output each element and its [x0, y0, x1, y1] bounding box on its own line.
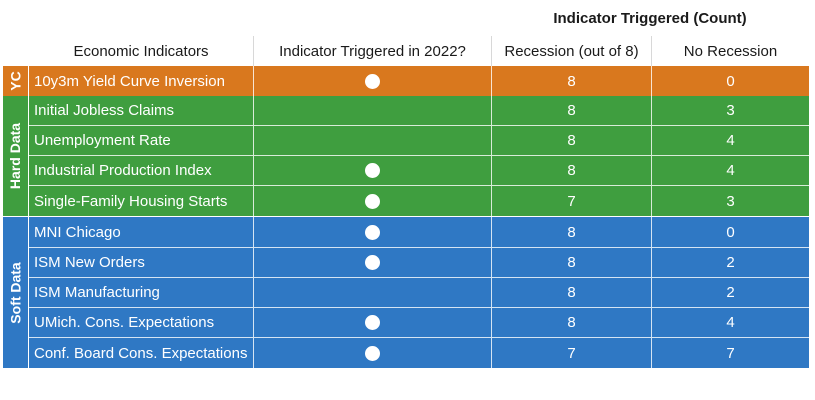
indicator-name: Unemployment Rate: [34, 132, 171, 149]
group-label-yc: YC: [3, 66, 28, 96]
indicator-triggered-count-header: Indicator Triggered (Count): [553, 9, 747, 27]
table-row: Initial Jobless Claims 8 3: [29, 96, 809, 126]
recession-count: 8: [491, 66, 651, 96]
recession-count: 8: [491, 96, 651, 125]
table-row: ISM Manufacturing 8 2: [29, 278, 809, 308]
recession-count: 8: [491, 278, 651, 307]
no-recession-count: 3: [651, 186, 809, 216]
no-recession-count: 0: [651, 66, 809, 96]
indicator-name: Initial Jobless Claims: [34, 102, 175, 119]
recession-count: 8: [491, 308, 651, 337]
triggered-cell: [253, 308, 491, 337]
triggered-cell: [253, 338, 491, 368]
triggered-dot-icon: [365, 345, 380, 361]
no-recession-count: 4: [651, 308, 809, 337]
col-header-recession: Recession (out of 8): [491, 36, 651, 66]
triggered-dot-icon: [365, 193, 380, 209]
indicator-name: MNI Chicago: [34, 223, 121, 241]
indicator-name: UMich. Cons. Expectations: [34, 314, 215, 331]
table-row: 10y3m Yield Curve Inversion 8 0: [29, 66, 809, 96]
triggered-dot-icon: [365, 255, 380, 270]
table-row: UMich. Cons. Expectations 8 4: [29, 308, 809, 338]
col-header-no-recession: No Recession: [651, 36, 809, 66]
no-recession-count: 4: [651, 126, 809, 155]
no-recession-count: 0: [651, 217, 809, 247]
triggered-dot-icon: [365, 315, 380, 330]
triggered-cell: [253, 66, 491, 96]
triggered-cell: [253, 126, 491, 155]
table-row: Single-Family Housing Starts 7 3: [29, 186, 809, 216]
no-recession-count: 2: [651, 248, 809, 277]
no-recession-count: 2: [651, 278, 809, 307]
recession-count: 8: [491, 156, 651, 185]
no-recession-count: 7: [651, 338, 809, 368]
group-label-soft-data: Soft Data: [3, 217, 28, 368]
triggered-cell: [253, 96, 491, 125]
triggered-cell: [253, 156, 491, 185]
recession-count: 8: [491, 248, 651, 277]
no-recession-count: 4: [651, 156, 809, 185]
no-recession-count: 3: [651, 96, 809, 125]
indicator-name: Single-Family Housing Starts: [34, 192, 228, 210]
recession-count: 8: [491, 126, 651, 155]
col-header-economic-indicators: Economic Indicators: [73, 42, 209, 60]
triggered-dot-icon: [365, 73, 380, 89]
indicator-name: 10y3m Yield Curve Inversion: [34, 72, 225, 90]
indicator-name: ISM Manufacturing: [34, 284, 160, 301]
triggered-cell: [253, 186, 491, 216]
recession-count: 8: [491, 217, 651, 247]
triggered-dot-icon: [365, 224, 380, 240]
indicator-name: ISM New Orders: [34, 254, 145, 271]
recession-count: 7: [491, 186, 651, 216]
triggered-cell: [253, 248, 491, 277]
group-label-hard-data: Hard Data: [3, 96, 28, 216]
table-row: Industrial Production Index 8 4: [29, 156, 809, 186]
triggered-cell: [253, 278, 491, 307]
col-header-triggered-2022: Indicator Triggered in 2022?: [253, 36, 491, 66]
table-row: MNI Chicago 8 0: [29, 217, 809, 248]
triggered-cell: [253, 217, 491, 247]
table-row: Unemployment Rate 8 4: [29, 126, 809, 156]
indicator-name: Conf. Board Cons. Expectations: [34, 344, 248, 362]
indicator-name: Industrial Production Index: [34, 162, 212, 179]
table-row: Conf. Board Cons. Expectations 7 7: [29, 338, 809, 368]
triggered-dot-icon: [365, 163, 380, 178]
table-row: ISM New Orders 8 2: [29, 248, 809, 278]
recession-count: 7: [491, 338, 651, 368]
